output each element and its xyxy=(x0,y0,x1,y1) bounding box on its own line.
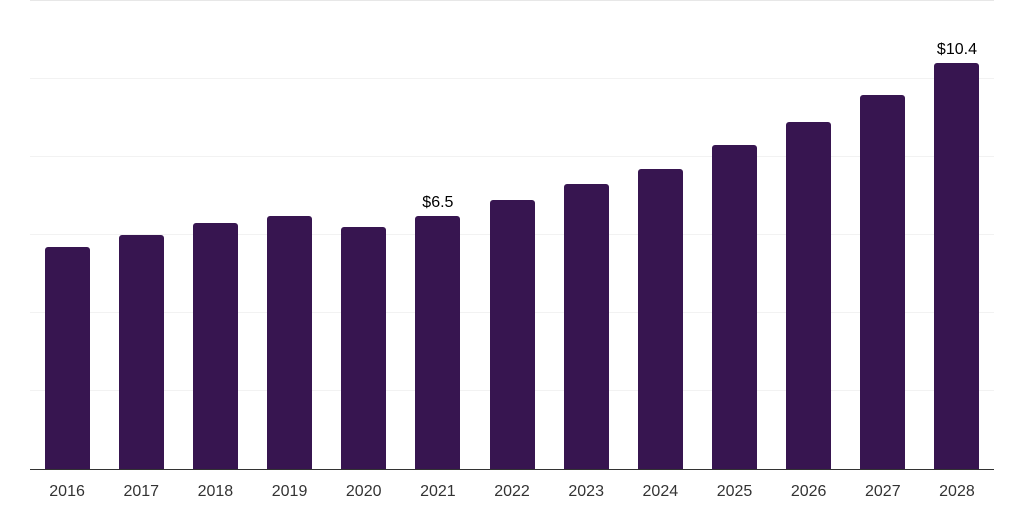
bar-2028: $10.4 xyxy=(934,42,980,469)
bar-band xyxy=(252,1,326,469)
bar-2016 xyxy=(44,246,90,469)
bar-2020 xyxy=(341,227,387,469)
x-axis-label: 2017 xyxy=(123,483,160,500)
x-axis-label: 2026 xyxy=(790,483,827,500)
x-axis-label: 2022 xyxy=(494,483,530,500)
bar-2025 xyxy=(711,145,757,469)
x-axis-label: 2016 xyxy=(49,483,85,500)
bar-2027 xyxy=(860,94,906,469)
bar-band xyxy=(623,1,697,469)
plot-area: $6.5 $10.4 xyxy=(30,0,994,469)
x-axis-label: 2023 xyxy=(568,483,604,500)
bar-2024 xyxy=(637,168,683,469)
bar-band: $10.4 xyxy=(920,1,994,469)
bar-value-label: $10.4 xyxy=(936,41,977,59)
bar-2026 xyxy=(786,121,832,469)
x-axis-label: 2018 xyxy=(197,483,234,500)
bar-band xyxy=(30,1,104,469)
bars-row: $6.5 $10.4 xyxy=(30,1,994,469)
x-axis-label: 2027 xyxy=(865,483,901,500)
bar-2019 xyxy=(267,215,313,469)
gridline xyxy=(30,78,994,79)
bar-band xyxy=(846,1,920,469)
bar-2021: $6.5 xyxy=(415,194,461,469)
gridline xyxy=(30,0,994,1)
bar-band xyxy=(772,1,846,469)
bar-band xyxy=(327,1,401,469)
bar-band xyxy=(104,1,178,469)
bar-2022 xyxy=(489,199,535,469)
bar-2023 xyxy=(563,184,609,469)
x-axis-label: 2019 xyxy=(271,483,308,500)
bar-band xyxy=(549,1,623,469)
bar-band xyxy=(697,1,771,469)
bar-value-label: $6.5 xyxy=(422,193,454,211)
x-axis-label: 2024 xyxy=(642,483,679,500)
x-axis-label: 2025 xyxy=(716,483,753,500)
bar-band xyxy=(178,1,252,469)
bar-2017 xyxy=(118,235,164,469)
x-axis-labels: 2016 2017 2018 2019 2020 2021 2022 2023 2024 2025… xyxy=(30,483,994,501)
bar-band: $6.5 xyxy=(401,1,475,469)
gridline xyxy=(30,156,994,158)
x-axis-line xyxy=(30,469,994,470)
x-axis-label: 2021 xyxy=(420,483,456,500)
x-axis-label: 2028 xyxy=(939,483,975,500)
bar-2018 xyxy=(192,223,238,469)
bar-band xyxy=(475,1,549,469)
x-axis-label: 2020 xyxy=(345,483,382,500)
